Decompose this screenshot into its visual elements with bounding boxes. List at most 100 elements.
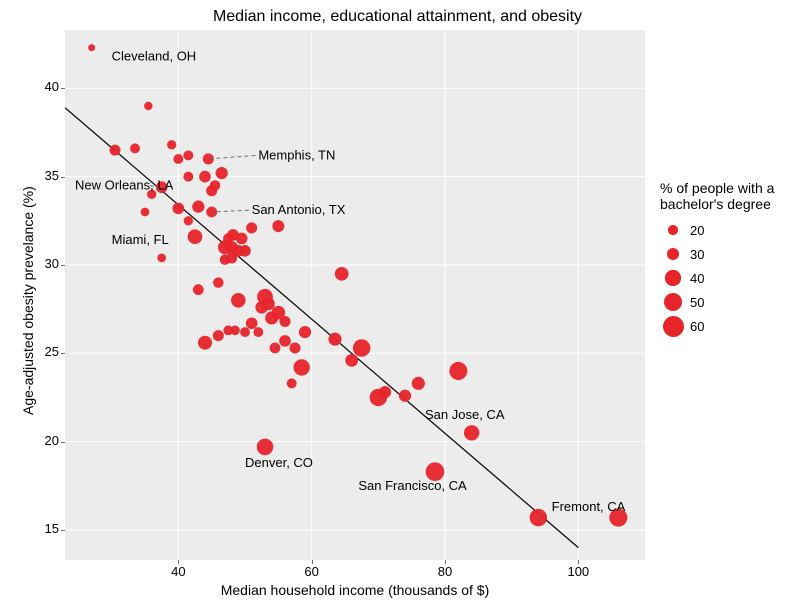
data-point — [231, 293, 246, 308]
x-tick-label: 80 — [430, 564, 460, 579]
data-point — [449, 362, 467, 380]
legend-swatch — [667, 248, 679, 260]
data-point — [289, 342, 300, 353]
data-point — [328, 333, 341, 346]
data-point — [272, 220, 284, 232]
y-tick — [61, 353, 65, 354]
legend-label: 30 — [690, 247, 704, 262]
data-point — [262, 297, 275, 310]
annotation-label: San Jose, CA — [425, 407, 505, 422]
plot-svg: Cleveland, OH Memphis, TN New Orleans, LA S… — [65, 30, 645, 560]
scatter-points — [88, 44, 627, 526]
legend-item: 40 — [660, 266, 774, 290]
data-point — [412, 377, 425, 390]
data-point — [167, 140, 176, 149]
legend-title-line1: % of people with a — [660, 180, 774, 196]
data-point — [199, 171, 211, 183]
data-point — [210, 180, 220, 190]
y-tick-label: 30 — [35, 256, 59, 271]
y-tick-label: 35 — [35, 168, 59, 183]
y-tick — [61, 530, 65, 531]
annotation-label: San Antonio, TX — [252, 202, 346, 217]
data-point — [173, 203, 185, 215]
data-point — [144, 102, 152, 110]
data-point — [109, 145, 120, 156]
annotation-label: San Francisco, CA — [358, 478, 467, 493]
legend-label: 40 — [690, 271, 704, 286]
data-point — [464, 425, 479, 440]
annotations: Cleveland, OH Memphis, TN New Orleans, LA S… — [75, 49, 626, 515]
y-tick-label: 25 — [35, 344, 59, 359]
annotation-label: Miami, FL — [112, 232, 169, 247]
data-point — [287, 378, 297, 388]
data-point — [246, 317, 258, 329]
data-point — [157, 254, 166, 263]
data-point — [183, 150, 193, 160]
legend-label: 60 — [690, 319, 704, 334]
data-point — [399, 390, 411, 402]
data-point — [198, 336, 212, 350]
data-point — [130, 143, 140, 153]
legend-item: 30 — [660, 242, 774, 266]
y-tick — [61, 442, 65, 443]
regression-line — [65, 108, 578, 548]
data-point — [188, 229, 203, 244]
data-point — [246, 222, 257, 233]
data-point — [294, 359, 310, 375]
x-axis-label: Median household income (thousands of $) — [65, 582, 645, 598]
data-point — [213, 330, 224, 341]
data-point — [216, 167, 228, 179]
plot-panel: Cleveland, OH Memphis, TN New Orleans, LA S… — [65, 30, 645, 560]
legend-swatch — [668, 225, 677, 234]
size-legend: % of people with a bachelor's degree 20 3… — [660, 180, 774, 338]
legend-label: 20 — [690, 223, 704, 238]
legend-item: 60 — [660, 314, 774, 338]
data-point — [353, 339, 370, 356]
y-tick-label: 40 — [35, 79, 59, 94]
annotation-label: Denver, CO — [245, 455, 313, 470]
legend-item: 50 — [660, 290, 774, 314]
data-point — [183, 172, 193, 182]
data-point — [141, 208, 150, 217]
data-point — [173, 154, 183, 164]
legend-swatch — [663, 316, 684, 337]
data-point — [379, 386, 391, 398]
legend-swatch — [665, 270, 680, 285]
legend-swatch — [664, 293, 682, 311]
y-tick-label: 15 — [35, 521, 59, 536]
data-point — [230, 326, 240, 336]
legend-item: 20 — [660, 218, 774, 242]
data-point — [213, 277, 223, 287]
annotation-label: Memphis, TN — [258, 147, 335, 162]
data-point — [240, 327, 250, 337]
data-point — [184, 216, 193, 225]
data-point — [257, 439, 274, 456]
y-tick — [61, 88, 65, 89]
annotation-label: Fremont, CA — [552, 499, 626, 514]
y-axis-label: Age-adjusted obesity prevelance (%) — [20, 186, 36, 415]
annotation-label: New Orleans, LA — [75, 177, 174, 192]
y-tick — [61, 265, 65, 266]
data-point — [270, 343, 281, 354]
annotation-label: Cleveland, OH — [112, 49, 197, 64]
x-tick-label: 40 — [163, 564, 193, 579]
data-point — [279, 335, 291, 347]
y-tick — [61, 177, 65, 178]
data-point — [335, 267, 349, 281]
y-tick-label: 20 — [35, 433, 59, 448]
data-point — [345, 354, 358, 367]
data-point — [236, 233, 248, 245]
data-point — [88, 44, 95, 51]
data-point — [299, 326, 311, 338]
x-tick-label: 100 — [563, 564, 593, 579]
legend-title-line2: bachelor's degree — [660, 196, 774, 212]
legend-label: 50 — [690, 295, 704, 310]
data-point — [239, 245, 251, 257]
data-point — [193, 284, 204, 295]
data-point — [192, 201, 204, 213]
data-point — [253, 327, 263, 337]
chart-title: Median income, educational attainment, a… — [0, 8, 795, 26]
data-point — [279, 316, 290, 327]
x-tick-label: 60 — [297, 564, 327, 579]
data-point — [530, 509, 547, 526]
